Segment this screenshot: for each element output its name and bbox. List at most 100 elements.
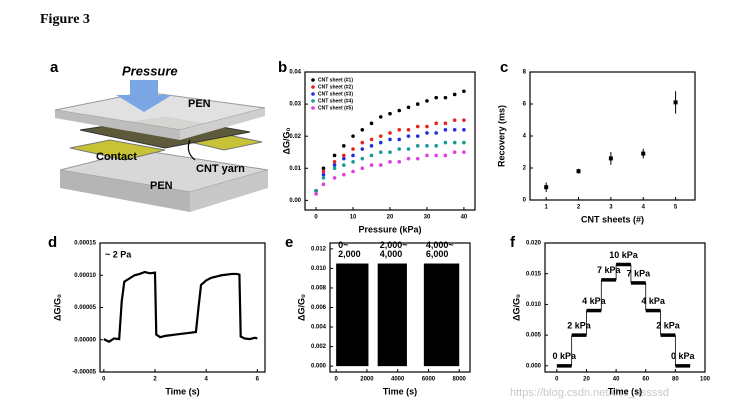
data-point [369,137,374,142]
panel-label: a [50,59,59,76]
legend-label: CNT sheet (#3) [318,91,353,97]
legend-marker [311,99,315,103]
bottom-layer-side [190,170,268,212]
data-point [434,121,438,126]
data-point [452,140,457,145]
contact-strip [69,139,166,161]
data-point [388,150,392,155]
annotation: ~ 2 Pa [105,249,132,259]
data-point [321,169,326,174]
data-point [314,192,318,196]
x-axis-title: Time (s) [165,386,199,396]
x-axis-title: Time (s) [608,386,642,396]
data-point [351,147,355,151]
data-point [462,89,466,94]
data-point [425,99,429,103]
pressure-label: Pressure [122,63,178,78]
data-point [443,95,448,100]
y-tick-label: -0.00005 [72,370,96,376]
legend-label: CNT sheet (#4) [318,98,353,104]
pressure-arrow [116,80,172,112]
chart-panel: c 1 2 3 4 5 0 2 4 6 8 CNT sheets (#) Recovery (ms) [496,59,696,224]
data-point [360,147,365,151]
data-point [314,188,318,193]
step-label: 2 kPa [567,321,592,331]
step-label: 4 kPa [582,296,607,306]
data-point [406,105,411,110]
plot-frame [544,242,706,373]
data-point [397,147,402,151]
data-point [388,137,392,142]
x-tick-label: 40 [461,215,468,221]
y-tick-label: 0.00005 [74,305,96,311]
panel-label: e [285,234,293,251]
data-point [369,163,374,167]
y-axis-title: ΔG/G₀ [52,294,62,321]
panel-label: c [500,59,508,76]
x-tick-label: 30 [424,215,431,221]
x-tick-label: 20 [583,377,590,383]
data-point [332,153,337,158]
data-point [342,172,346,177]
data-point [462,140,466,145]
data-point [452,118,457,122]
data-point [443,140,448,145]
y-tick-label: 0.02 [289,134,301,140]
data-point [388,111,392,116]
legend-marker [311,85,315,89]
panel-label: b [278,59,287,76]
panel-label: d [48,234,57,251]
data-point [462,127,466,132]
step-label: 0 kPa [671,351,696,361]
chart-panel: f 0 20 40 60 80 100 0.000 0.005 0.010 0.015 0.020 Ti… [510,234,711,396]
data-point [332,166,337,171]
pointer [187,139,196,161]
panel-label: f [510,234,516,251]
x-tick-label: 20 [387,215,394,221]
data-point [342,153,346,158]
data-point [369,153,374,158]
y-tick-label: 2 [523,166,527,172]
y-tick-label: 0.00010 [74,273,96,279]
data-point [443,127,448,132]
data-point [434,131,438,135]
data-point [397,160,402,164]
y-tick-label: 0.000 [526,363,542,369]
x-tick-label: 5 [674,205,678,211]
data-line [103,270,258,343]
y-tick-label: 0.00 [289,198,301,204]
data-point [332,163,337,167]
data-point [351,134,355,138]
annotation: 4,000 [380,249,403,259]
data-point [425,124,429,129]
annotation: 4,000~ [426,240,454,250]
data-point [321,182,326,187]
y-tick-label: 0.00000 [74,337,96,343]
data-point [397,108,402,113]
y-tick-label: 8 [523,70,527,76]
data-point [425,131,429,135]
y-tick-label: 4 [523,134,527,140]
y-tick-label: 0.005 [526,333,542,339]
x-tick-label: 3 [609,205,613,211]
data-point [415,144,420,148]
x-tick-label: 8000 [453,377,467,383]
data-point [378,115,383,119]
annotation: 2,000 [338,249,361,259]
x-tick-label: 2000 [360,377,374,383]
annotation: 0~ [338,240,348,250]
x-axis-title: Time (s) [383,386,417,396]
y-axis-title: Recovery (ms) [496,105,506,167]
x-tick-label: 100 [700,377,711,383]
annotation: 6,000 [426,249,449,259]
data-point [321,176,326,180]
y-axis-title: ΔG/G₀ [296,294,306,321]
data-point [641,151,646,156]
x-axis-title: Pressure (kPa) [358,224,421,234]
legend-marker [311,92,315,96]
annotation: 2,000~ [380,240,408,250]
data-point [351,169,355,174]
data-point [425,144,429,148]
signal-block [377,263,407,367]
data-point [576,169,581,174]
